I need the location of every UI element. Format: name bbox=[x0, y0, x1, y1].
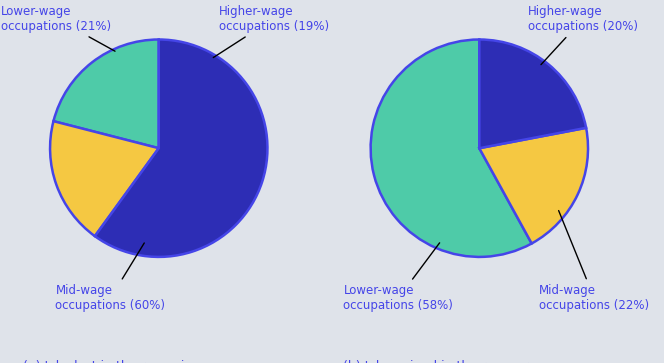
Text: Mid-wage
occupations (60%): Mid-wage occupations (60%) bbox=[56, 243, 165, 312]
Wedge shape bbox=[479, 128, 588, 244]
Text: Mid-wage
occupations (22%): Mid-wage occupations (22%) bbox=[539, 211, 649, 312]
Wedge shape bbox=[95, 40, 268, 257]
Wedge shape bbox=[479, 40, 586, 148]
Wedge shape bbox=[371, 40, 532, 257]
Text: Higher-wage
occupations (20%): Higher-wage occupations (20%) bbox=[529, 5, 638, 65]
Text: Higher-wage
occupations (19%): Higher-wage occupations (19%) bbox=[213, 5, 329, 58]
Text: Lower-wage
occupations (21%): Lower-wage occupations (21%) bbox=[1, 5, 115, 51]
X-axis label: (a) Jobs lost in the recession: (a) Jobs lost in the recession bbox=[23, 360, 200, 363]
Text: Lower-wage
occupations (58%): Lower-wage occupations (58%) bbox=[343, 243, 454, 312]
Wedge shape bbox=[54, 40, 159, 148]
Wedge shape bbox=[50, 121, 159, 236]
X-axis label: (b) Jobs gained in the recovery: (b) Jobs gained in the recovery bbox=[343, 360, 537, 363]
